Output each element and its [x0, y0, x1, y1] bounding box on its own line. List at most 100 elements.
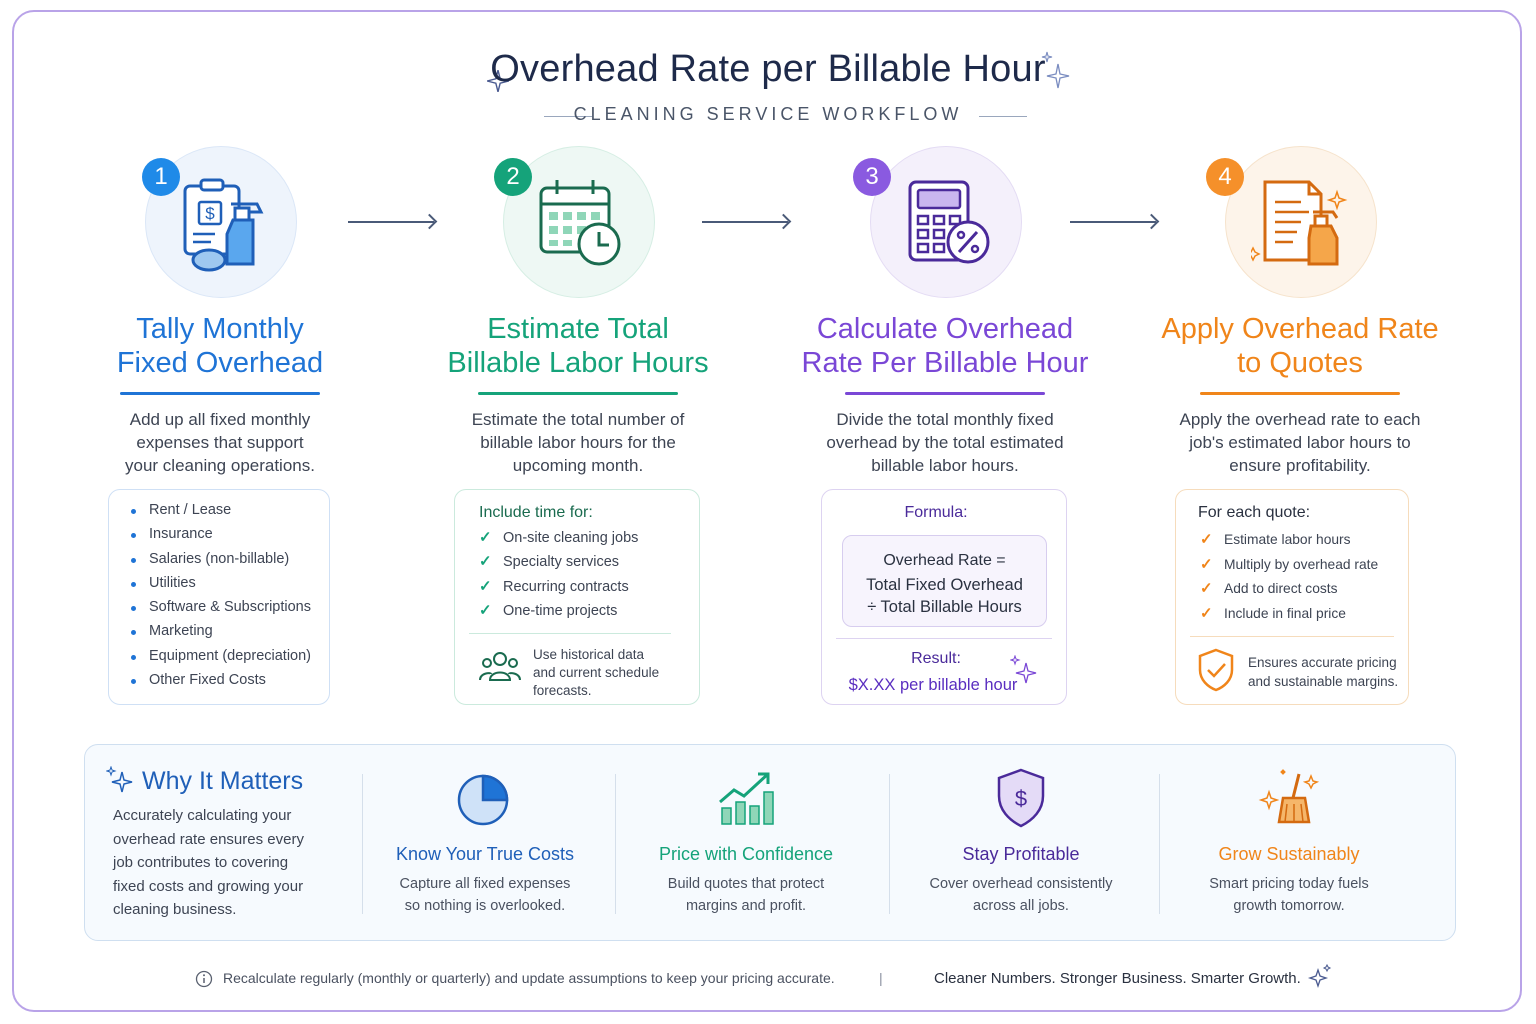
- formula-line: Overhead Rate =: [883, 552, 1006, 569]
- sparkle-icon: [1307, 964, 1332, 989]
- sparkle-icon: [1010, 655, 1037, 684]
- desc-line: Apply the overhead rate to each: [1179, 410, 1421, 429]
- flow-arrow: [1070, 221, 1156, 223]
- subtitle-rule-left: [544, 116, 592, 117]
- step-4-description: Apply the overhead rate to each job's es…: [1150, 408, 1450, 477]
- footer-tagline: Cleaner Numbers. Stronger Business. Smar…: [934, 970, 1301, 987]
- desc-line: expenses that support: [136, 433, 304, 452]
- calculator-percent-icon: [908, 180, 990, 264]
- desc-line: Divide the total monthly fixed: [836, 410, 1054, 429]
- sparkle-icon: [106, 766, 133, 793]
- benefit-know-costs: Know Your True Costs Capture all fixed e…: [360, 768, 610, 917]
- note-line: Use historical data: [533, 647, 645, 662]
- desc-line: job's estimated labor hours to: [1189, 433, 1411, 452]
- svg-text:$: $: [1015, 786, 1027, 811]
- desc-line: billable labor hours for the: [480, 433, 676, 452]
- body-line: fixed costs and growing your: [113, 877, 304, 895]
- step-title-line: to Quotes: [1237, 347, 1363, 379]
- desc-line: so nothing is overlooked.: [404, 898, 566, 914]
- desc-line: ensure profitability.: [1229, 456, 1371, 475]
- step-underline: [1200, 392, 1400, 395]
- desc-line: billable labor hours.: [871, 456, 1019, 475]
- benefit-stay-profitable: $ Stay Profitable Cover overhead consist…: [896, 768, 1146, 917]
- benefit-title: Grow Sustainably: [1218, 844, 1360, 864]
- fixed-costs-card: Rent / Lease Insurance Salaries (non-bil…: [108, 489, 330, 705]
- clipboard-spray-icon: $: [183, 178, 264, 272]
- billable-time-list: On-site cleaning jobs Specialty services…: [455, 528, 701, 628]
- desc-line: Capture all fixed expenses: [399, 876, 571, 892]
- card-divider: [469, 633, 671, 634]
- benefit-price-confidence: Price with Confidence Build quotes that …: [621, 768, 871, 917]
- desc-line: across all jobs.: [973, 898, 1069, 914]
- list-item: On-site cleaning jobs: [455, 528, 701, 554]
- flow-arrow: [348, 221, 434, 223]
- step-1-description: Add up all fixed monthly expenses that s…: [70, 408, 370, 477]
- note-line: Ensures accurate pricing: [1248, 655, 1397, 670]
- list-item: One-time projects: [455, 601, 701, 627]
- desc-line: your cleaning operations.: [125, 456, 315, 475]
- note-line: and sustainable margins.: [1248, 674, 1399, 689]
- body-line: cleaning business.: [113, 901, 237, 918]
- fixed-costs-list: Rent / Lease Insurance Salaries (non-bil…: [109, 502, 329, 696]
- info-icon: [195, 970, 213, 988]
- step-number-badge: 3: [853, 158, 891, 196]
- step-2-description: Estimate the total number of billable la…: [428, 408, 728, 477]
- desc-line: overhead by the total estimated: [826, 433, 1064, 452]
- panel-divider: [889, 774, 890, 914]
- sparkle-icon: [1041, 51, 1070, 89]
- dollar-shield-icon: $: [997, 768, 1045, 828]
- list-item: Specialty services: [455, 552, 701, 578]
- list-item: Recurring contracts: [455, 577, 701, 603]
- footer-note: Recalculate regularly (monthly or quarte…: [223, 970, 835, 986]
- card-heading: Include time for:: [479, 504, 593, 521]
- calendar-clock-icon: [539, 180, 621, 266]
- formula-card: Formula: Overhead Rate = Total Fixed Ove…: [821, 489, 1067, 705]
- card-divider: [1190, 636, 1394, 637]
- list-item: Estimate labor hours: [1176, 530, 1410, 557]
- document-spray-icon: [1251, 180, 1348, 266]
- list-item: Multiply by overhead rate: [1176, 555, 1410, 582]
- growth-chart-icon: [719, 772, 774, 825]
- benefit-desc: Capture all fixed expenses so nothing is…: [360, 873, 610, 917]
- card-note: Use historical data and current schedule…: [533, 646, 659, 700]
- card-note: Ensures accurate pricing and sustainable…: [1248, 653, 1398, 691]
- step-number-badge: 1: [142, 158, 180, 196]
- desc-line: growth tomorrow.: [1233, 898, 1345, 914]
- why-it-matters-panel: [84, 744, 1456, 941]
- billable-time-card: Include time for: On-site cleaning jobs …: [454, 489, 700, 705]
- check-shield-icon: [1198, 648, 1234, 692]
- panel-divider: [1159, 774, 1160, 914]
- formula-line: ÷ Total Billable Hours: [867, 598, 1022, 616]
- benefit-desc: Cover overhead consistently across all j…: [896, 873, 1146, 917]
- svg-text:$: $: [205, 204, 215, 223]
- list-item: Software & Subscriptions: [109, 599, 329, 623]
- why-title: Why It Matters: [142, 767, 304, 795]
- footer-separator: |: [879, 970, 883, 986]
- result-value: $X.XX per billable hour: [848, 676, 1018, 694]
- step-3-title: Calculate Overhead Rate Per Billable Hou…: [795, 312, 1095, 380]
- list-item: Utilities: [109, 575, 329, 599]
- desc-line: Add up all fixed monthly: [129, 410, 311, 429]
- step-1-icon-circle: $: [145, 146, 297, 298]
- list-item: Equipment (depreciation): [109, 648, 329, 672]
- result-label: Result:: [911, 650, 961, 667]
- desc-line: upcoming month.: [512, 456, 644, 475]
- desc-line: Cover overhead consistently: [929, 876, 1113, 892]
- quote-steps-list: Estimate labor hours Multiply by overhea…: [1176, 530, 1410, 630]
- broom-sparkle-icon: [1258, 769, 1320, 824]
- formula-box: Overhead Rate = Total Fixed Overhead ÷ T…: [842, 535, 1047, 627]
- step-underline: [478, 392, 678, 395]
- step-3-description: Divide the total monthly fixed overhead …: [795, 408, 1095, 477]
- body-line: Accurately calculating your: [113, 807, 292, 824]
- benefit-grow-sustainably: Grow Sustainably Smart pricing today fue…: [1164, 768, 1414, 917]
- benefit-title: Know Your True Costs: [395, 844, 575, 864]
- step-number-badge: 4: [1206, 158, 1244, 196]
- step-4-title: Apply Overhead Rate to Quotes: [1150, 312, 1450, 380]
- list-item: Rent / Lease: [109, 502, 329, 526]
- note-line: and current schedule: [533, 665, 660, 680]
- list-item: Marketing: [109, 623, 329, 647]
- step-2-title: Estimate Total Billable Labor Hours: [428, 312, 728, 380]
- step-title-line: Billable Labor Hours: [447, 347, 709, 379]
- step-1-title: Tally Monthly Fixed Overhead: [70, 312, 370, 380]
- desc-line: Estimate the total number of: [471, 410, 685, 429]
